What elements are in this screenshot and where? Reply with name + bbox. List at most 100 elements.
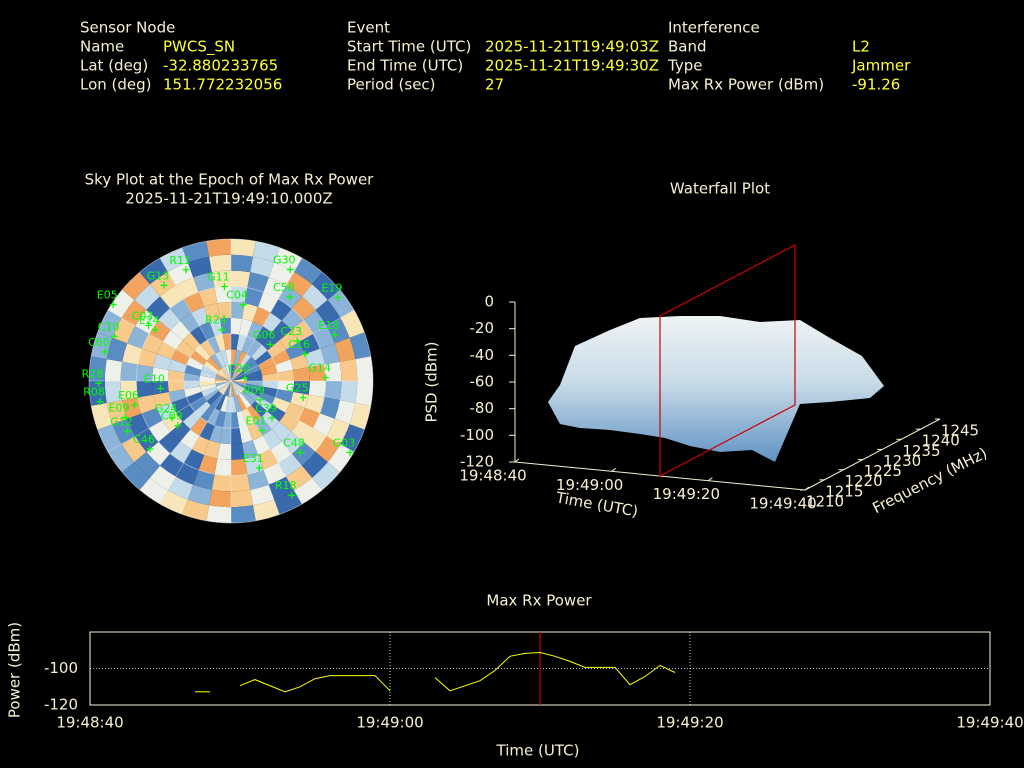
sky-background-cell (281, 308, 304, 331)
sky-background-cell (245, 383, 263, 392)
satellite-label: C39 (255, 402, 277, 415)
sky-background-cell (160, 490, 188, 515)
sky-background-cell (231, 381, 237, 397)
sky-background-cell (193, 272, 215, 292)
sky-background-cell (236, 394, 247, 411)
sky-background-cell (91, 402, 113, 430)
sky-background-cell (254, 417, 272, 436)
satellite-label: R08 (83, 386, 105, 399)
satellite-marker (301, 350, 309, 358)
z-tick-label: 0 (484, 293, 494, 311)
sky-background-cell (187, 484, 212, 506)
sky-background-cell (209, 489, 231, 508)
sky-background-cell (175, 277, 199, 299)
sky-background-cell (308, 381, 326, 398)
sky-background-cell (201, 365, 218, 376)
sky-background-cell (294, 477, 323, 504)
sky-background-cell (149, 465, 176, 491)
sky-background-cell (228, 381, 231, 397)
sky-background-cell (209, 425, 223, 444)
section-title: Event (347, 19, 390, 37)
sky-background-cell (268, 476, 295, 500)
sky-background-cell (167, 476, 194, 500)
satellite-label: C23 (280, 325, 302, 338)
x-tick (611, 467, 616, 472)
sky-background-cell (305, 348, 325, 368)
sky-background-cell (258, 357, 276, 371)
z-axis-title: PSD (dBm) (423, 341, 441, 422)
satellite-marker (182, 266, 190, 274)
sky-background-cell (136, 364, 154, 381)
azimuth-line (159, 257, 232, 382)
field-value: PWCS_SN (163, 38, 235, 57)
satellite-label: R11 (169, 254, 191, 267)
sky-background-cell (104, 381, 123, 403)
z-tick-label: -80 (470, 399, 495, 417)
sky-background-cell (228, 365, 231, 381)
sky-background-cell (231, 474, 251, 492)
sky-background-cell (267, 340, 286, 358)
sky-background-cell (327, 289, 354, 318)
sky-background-cell (127, 413, 149, 437)
z-tick-label: -120 (460, 453, 494, 471)
satellite-marker (101, 348, 109, 356)
satellite-marker (241, 374, 249, 382)
elevation-ring (183, 333, 279, 429)
sky-background-cell (231, 443, 245, 460)
sky-background-cell (258, 292, 279, 313)
x-tick-label: 19:49:00 (356, 714, 423, 732)
sky-background-cell (220, 395, 229, 413)
sky-background-cell (279, 412, 300, 432)
satellite-label: C48 (283, 437, 305, 450)
sky-background-cell (120, 361, 138, 381)
sky-background-cell (137, 394, 157, 414)
epoch-marker-plane (659, 244, 796, 477)
field-value: 2025-11-21T19:49:30Z (485, 57, 659, 75)
satellite-marker (131, 401, 139, 409)
sky-background-cell (203, 360, 219, 374)
sky-background-cell (89, 356, 107, 381)
sky-background-cell (199, 381, 216, 387)
sky-background-cell (231, 365, 234, 381)
sky-background-cell (191, 435, 210, 456)
sky-background-cell (303, 428, 327, 452)
sky-background-cell (167, 370, 185, 381)
sky-background-cell (97, 424, 122, 452)
satellite-label: E19 (321, 281, 342, 294)
sky-background-cell (176, 340, 195, 358)
sky-background-cell (104, 359, 123, 381)
sky-background-cell (320, 343, 340, 365)
sky-background-cell (246, 405, 262, 422)
sky-background-cell (255, 350, 272, 366)
sky-background-cell (241, 408, 255, 426)
section-title: Interference (668, 19, 760, 37)
sky-background-cell (190, 417, 208, 436)
sky-background-cell (112, 418, 136, 445)
sky-background-cell (215, 381, 231, 387)
satellite-marker (331, 331, 339, 339)
satellite-marker (94, 379, 102, 387)
sky-background-cell (162, 330, 183, 350)
sky-background-cell (201, 386, 218, 397)
y-tick-label: 1245 (941, 422, 979, 440)
sky-background-cell (327, 444, 354, 473)
sky-background-cell (217, 443, 231, 460)
sky-background-cell (258, 391, 276, 405)
sky-background-cell (231, 367, 242, 381)
sky-background-cell (220, 427, 231, 445)
sky-background-cell (225, 381, 231, 397)
sky-background-cell (134, 284, 160, 310)
sky-background-cell (112, 317, 136, 344)
satellite-marker (334, 293, 342, 301)
sky-background-cell (245, 370, 263, 379)
power-line (194, 651, 676, 693)
sky-background-cell (211, 270, 231, 288)
sky-background-cell (194, 344, 211, 361)
waterfall-plot: Waterfall Plot 0 -20 -40 -60 -80 -100 -12019:48… (423, 180, 991, 521)
sky-background-cell (222, 333, 231, 350)
sky-background-cell (191, 306, 210, 327)
sky-background-cell (97, 310, 122, 338)
z-tick-label: -60 (470, 373, 495, 391)
sky-background-cell (312, 272, 340, 300)
sky-background-cell (349, 332, 371, 360)
